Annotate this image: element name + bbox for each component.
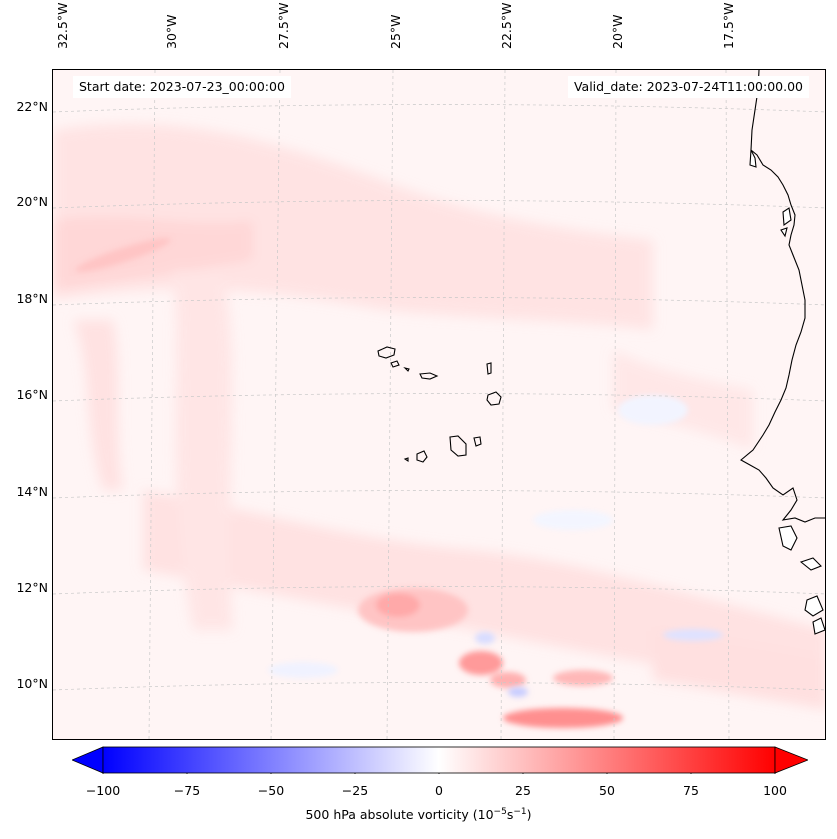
colorbar-title-suffix: ): [526, 807, 532, 823]
colorbar-title: 500 hPa absolute vorticity (10−5s−1): [0, 807, 837, 822]
lon-label-30w: 30°W: [164, 8, 180, 64]
valid-date-label: Valid_date: 2023-07-24T11:00:00.00: [567, 76, 809, 98]
lat-label-12n: 12°N: [16, 580, 48, 595]
lat-label-20n: 20°N: [16, 194, 48, 209]
vorticity-field: [53, 70, 825, 739]
lon-label-text: 25°W: [388, 14, 403, 49]
colorbar-max-extend: [774, 746, 810, 774]
lon-label-text: 20°W: [610, 14, 625, 49]
lon-label-text: 32.5°W: [55, 2, 70, 49]
colorbar-tick-label: 0: [435, 783, 443, 798]
lon-label-text: 17.5°W: [721, 2, 736, 49]
colorbar-tick-label: 25: [515, 783, 531, 798]
colorbar-gradient: [102, 746, 776, 774]
lon-label-25w: 25°W: [388, 8, 404, 64]
colorbar-tick-label: −100: [85, 783, 121, 798]
lat-label-10n: 10°N: [16, 676, 48, 691]
lon-label-text: 30°W: [164, 14, 179, 49]
colorbar-title-exp1: −5: [493, 807, 507, 817]
lon-label-22-5w: 22.5°W: [499, 3, 515, 64]
colorbar-title-prefix: 500 hPa absolute vorticity (10: [305, 807, 494, 823]
map-panel: Start date: 2023-07-23_00:00:00 Valid_da…: [52, 69, 826, 740]
colorbar-tick-label: 75: [683, 783, 699, 798]
lon-label-text: 27.5°W: [276, 2, 291, 49]
colorbar-tick-label: −50: [257, 783, 285, 798]
lon-label-27-5w: 27.5°W: [276, 3, 292, 64]
africa-coastline: [740, 70, 825, 523]
graticule: [53, 70, 825, 739]
colorbar-min-extend: [70, 746, 104, 774]
lat-label-18n: 18°N: [16, 291, 48, 306]
lon-label-text: 22.5°W: [499, 2, 514, 49]
lat-label-16n: 16°N: [16, 387, 48, 402]
lat-label-14n: 14°N: [16, 484, 48, 499]
colorbar-tick-label: −25: [341, 783, 369, 798]
lon-label-20w: 20°W: [610, 8, 626, 64]
colorbar-tick-label: 50: [599, 783, 615, 798]
colorbar: [70, 746, 810, 777]
cape-verde-islands: [377, 346, 502, 463]
lat-label-22n: 22°N: [16, 99, 48, 114]
lon-label-17-5w: 17.5°W: [721, 3, 737, 64]
colorbar-title-unit: s: [506, 807, 514, 823]
africa-inlets: [749, 147, 825, 635]
colorbar-tick-label: −75: [173, 783, 201, 798]
colorbar-tick-label: 100: [763, 783, 787, 798]
colorbar-graphic: [70, 746, 810, 777]
lon-label-32-5w: 32.5°W: [55, 3, 71, 64]
colorbar-title-exp2: −1: [513, 807, 527, 817]
start-date-label: Start date: 2023-07-23_00:00:00: [73, 76, 291, 98]
